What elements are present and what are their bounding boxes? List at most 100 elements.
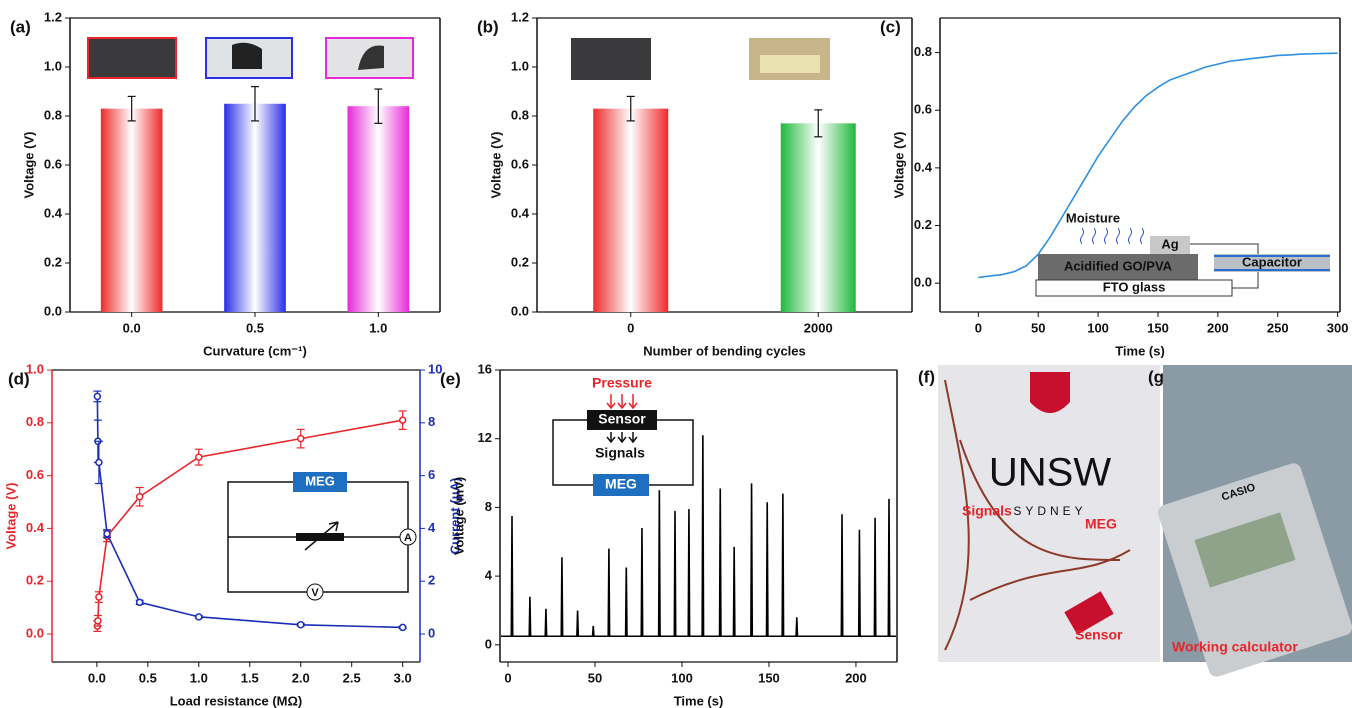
y-tick-label: 1.0 <box>26 361 44 376</box>
marker <box>400 417 406 423</box>
marker <box>104 531 110 537</box>
bar <box>224 104 286 312</box>
figure: Moisture Ag Acidified GO/PVA FTO glass C… <box>0 0 1352 708</box>
y-tick-label: 0.6 <box>26 467 44 482</box>
x-axis-label: Number of bending cycles <box>643 343 806 358</box>
sample-photo <box>571 38 651 80</box>
x-tick-label: 150 <box>758 670 780 685</box>
y-tick-label: 0.2 <box>44 254 62 269</box>
y-tick-label: 0.0 <box>26 625 44 640</box>
y2-tick-label: 2 <box>428 573 435 588</box>
y-tick-label: 8 <box>485 499 492 514</box>
pressure-arrows <box>607 394 637 408</box>
bar <box>593 109 668 312</box>
signal-arrows <box>607 432 637 442</box>
y-tick-label: 0.8 <box>511 107 529 122</box>
y-axis-label: Voltage (mV) <box>451 477 466 556</box>
y-tick-label: 0.8 <box>26 414 44 429</box>
crest <box>1030 372 1070 413</box>
y-axis-label: Voltage (V) <box>488 132 503 199</box>
x-tick-label: 1.0 <box>190 670 208 685</box>
bar <box>348 106 410 312</box>
x-tick-label: 0.0 <box>123 320 141 335</box>
y-axis-label: Voltage (V) <box>21 132 36 199</box>
panel-label: (e) <box>440 369 461 388</box>
page: Moisture Ag Acidified GO/PVA FTO glass C… <box>0 0 1352 708</box>
y-tick-label: 0.6 <box>914 102 932 117</box>
moisture-waves <box>1081 228 1144 244</box>
panel-label: (c) <box>880 17 901 36</box>
x-tick-label: 250 <box>1267 320 1289 335</box>
photo: (f) UNSW SYDNEY Signals MEG Sensor <box>918 365 1160 662</box>
x-tick-label: 100 <box>1087 320 1109 335</box>
photo-label: MEG <box>1085 516 1117 532</box>
y-tick-label: 0 <box>485 636 492 651</box>
inset-label: Capacitor <box>1242 254 1302 269</box>
line <box>501 435 896 636</box>
y-tick-label: 0.4 <box>44 205 63 220</box>
y-tick-label: 0.4 <box>511 205 530 220</box>
y2-tick-label: 8 <box>428 414 435 429</box>
bar <box>101 109 163 312</box>
x-tick-label: 100 <box>671 670 693 685</box>
x-tick-label: 200 <box>845 670 867 685</box>
y-tick-label: 0.4 <box>26 520 45 535</box>
marker <box>137 494 143 500</box>
y-tick-label: 0.0 <box>511 303 529 318</box>
y2-tick-label: 4 <box>428 520 436 535</box>
x-tick-label: 0 <box>627 320 634 335</box>
y-tick-label: 1.2 <box>44 9 62 24</box>
y-tick-label: 1.0 <box>511 58 529 73</box>
y-axis-label: Voltage (V) <box>891 132 906 199</box>
x-tick-label: 1.0 <box>369 320 387 335</box>
marker <box>137 599 143 605</box>
inset-label: MEG <box>605 476 637 492</box>
panel-label: (a) <box>10 17 31 36</box>
inset-label: V <box>311 587 319 599</box>
y-tick-label: 0.8 <box>44 107 62 122</box>
inset-label: Signals <box>595 445 645 461</box>
circuit-diagram: MEG A V <box>228 472 416 600</box>
line <box>97 420 402 626</box>
sensor-diagram: Pressure Sensor Signals MEG <box>553 375 693 496</box>
sample-photo <box>88 38 176 78</box>
panel-label: (f) <box>918 367 935 386</box>
y-tick-label: 0.0 <box>914 275 932 290</box>
x-tick-label: 0.5 <box>246 320 264 335</box>
y-tick-label: 0.6 <box>44 156 62 171</box>
inset-label: Pressure <box>592 375 652 391</box>
marker <box>196 454 202 460</box>
y-tick-label: 0.0 <box>44 303 62 318</box>
photo-label: Sensor <box>1075 627 1123 643</box>
x-tick-label: 300 <box>1327 320 1349 335</box>
sample-photo <box>232 43 262 69</box>
marker <box>94 393 100 399</box>
y-tick-label: 4 <box>485 568 493 583</box>
x-axis-label: Time (s) <box>1115 343 1165 358</box>
marker <box>95 618 101 624</box>
marker <box>298 436 304 442</box>
sample-photo <box>760 55 820 73</box>
y-tick-label: 1.2 <box>511 9 529 24</box>
y-tick-label: 0.4 <box>914 159 933 174</box>
marker <box>400 624 406 630</box>
x-tick-label: 0.5 <box>139 670 157 685</box>
y-tick-label: 0.8 <box>914 44 932 59</box>
x-tick-label: 200 <box>1207 320 1229 335</box>
y-tick-label: 1.0 <box>44 58 62 73</box>
y2-tick-label: 6 <box>428 467 435 482</box>
y-tick-label: 12 <box>478 430 492 445</box>
inset-label: Sensor <box>598 411 646 427</box>
x-tick-label: 0.0 <box>88 670 106 685</box>
x-axis-label: Load resistance (MΩ) <box>170 693 303 708</box>
y2-tick-label: 0 <box>428 625 435 640</box>
photo-label: Working calculator <box>1172 639 1298 655</box>
photo-text: UNSW <box>989 451 1111 495</box>
y-tick-label: 0.2 <box>511 254 529 269</box>
marker <box>96 459 102 465</box>
x-tick-label: 3.0 <box>394 670 412 685</box>
x-tick-label: 50 <box>588 670 602 685</box>
x-tick-label: 1.5 <box>241 670 259 685</box>
x-tick-label: 2.0 <box>292 670 310 685</box>
inset-label: FTO glass <box>1103 279 1166 294</box>
